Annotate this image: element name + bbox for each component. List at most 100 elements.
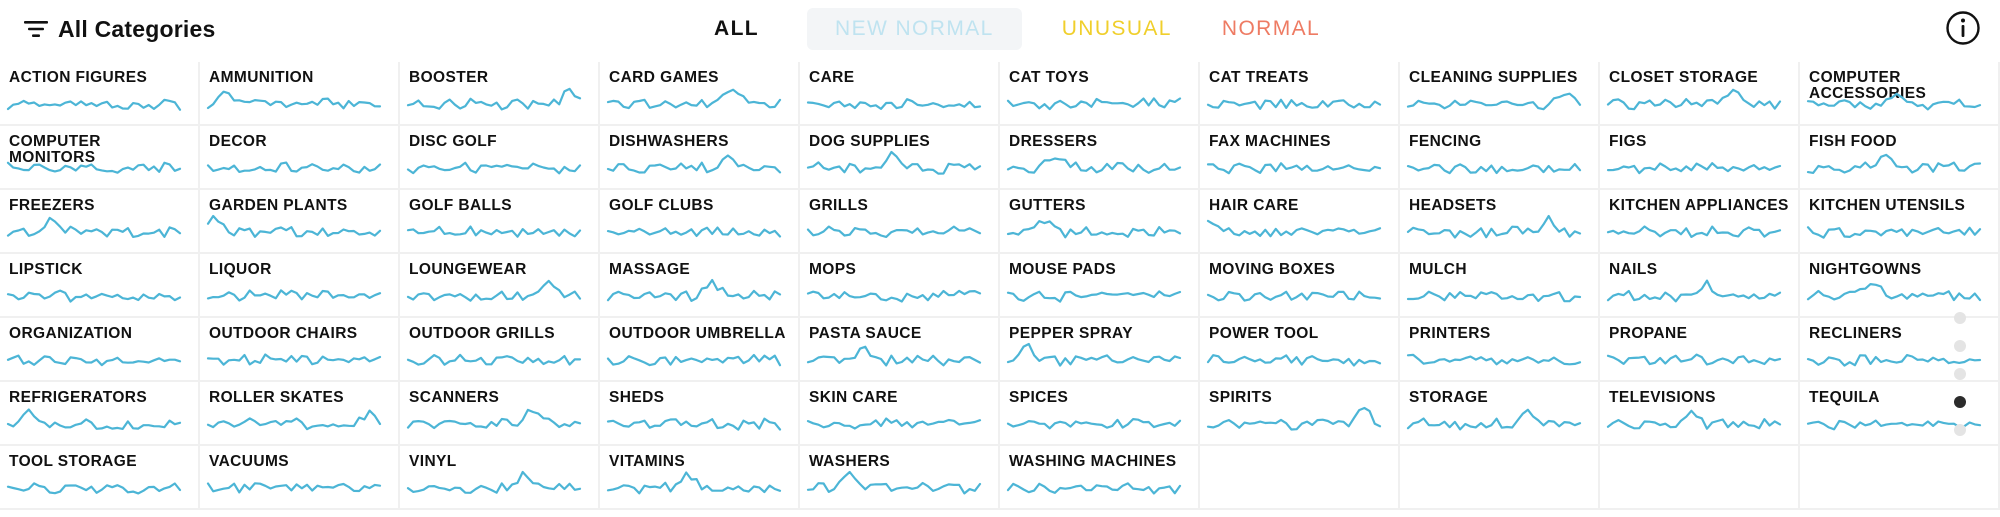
trend-sparkline xyxy=(1206,162,1382,175)
trend-sparkline xyxy=(1206,290,1382,302)
category-card[interactable]: CARE xyxy=(800,62,1000,126)
category-card[interactable]: VINYL xyxy=(400,446,600,510)
category-card[interactable]: SKIN CARE xyxy=(800,382,1000,446)
category-card[interactable]: VITAMINS xyxy=(600,446,800,510)
category-card[interactable]: POWER TOOL xyxy=(1200,318,1400,382)
category-card[interactable]: PROPANE xyxy=(1600,318,1800,382)
category-card[interactable]: TELEVISIONS xyxy=(1600,382,1800,446)
category-name: PROPANE xyxy=(1609,325,1688,342)
category-name: LIPSTICK xyxy=(9,261,83,278)
page-dot[interactable] xyxy=(1954,396,1966,408)
category-card[interactable]: FREEZERS xyxy=(0,190,200,254)
category-name: ROLLER SKATES xyxy=(209,389,344,406)
page-dot[interactable] xyxy=(1954,340,1966,352)
category-card[interactable]: MOUSE PADS xyxy=(1000,254,1200,318)
category-name: CLOSET STORAGE xyxy=(1609,69,1759,86)
page-dot[interactable] xyxy=(1954,424,1966,436)
category-card[interactable]: FIGS xyxy=(1600,126,1800,190)
category-name: WASHERS xyxy=(809,453,891,470)
trend-sparkline xyxy=(606,278,782,302)
category-card[interactable]: MASSAGE xyxy=(600,254,800,318)
category-card[interactable]: DISC GOLF xyxy=(400,126,600,190)
category-card[interactable]: LIQUOR xyxy=(200,254,400,318)
trend-sparkline xyxy=(406,225,582,238)
category-card[interactable]: OUTDOOR CHAIRS xyxy=(200,318,400,382)
category-card[interactable]: WASHING MACHINES xyxy=(1000,446,1200,510)
category-name: KITCHEN APPLIANCES xyxy=(1609,197,1789,214)
category-card[interactable]: LIPSTICK xyxy=(0,254,200,318)
category-card[interactable]: SPIRITS xyxy=(1200,382,1400,446)
category-card[interactable]: OUTDOOR GRILLS xyxy=(400,318,600,382)
category-card[interactable]: REFRIGERATORS xyxy=(0,382,200,446)
category-card[interactable]: STORAGE xyxy=(1400,382,1600,446)
category-card[interactable]: OUTDOOR UMBRELLA xyxy=(600,318,800,382)
category-card[interactable]: GUTTERS xyxy=(1000,190,1200,254)
trend-sparkline xyxy=(1406,408,1582,431)
category-card[interactable]: DISHWASHERS xyxy=(600,126,800,190)
category-name: LOUNGEWEAR xyxy=(409,261,527,278)
category-card[interactable]: FAX MACHINES xyxy=(1200,126,1400,190)
category-card[interactable]: GRILLS xyxy=(800,190,1000,254)
category-card[interactable]: COMPUTER ACCESSORIES xyxy=(1800,62,2000,126)
category-card[interactable]: DECOR xyxy=(200,126,400,190)
filter-new-normal-button[interactable]: NEW NORMAL xyxy=(807,8,1022,50)
category-card[interactable]: CLOSET STORAGE xyxy=(1600,62,1800,126)
category-card[interactable]: SPICES xyxy=(1000,382,1200,446)
category-card[interactable]: NAILS xyxy=(1600,254,1800,318)
category-name: CARE xyxy=(809,69,855,86)
category-card[interactable]: RECLINERS xyxy=(1800,318,2000,382)
category-name: GOLF BALLS xyxy=(409,197,513,214)
category-card[interactable]: HAIR CARE xyxy=(1200,190,1400,254)
category-name: GOLF CLUBS xyxy=(609,197,714,214)
category-card[interactable]: GOLF CLUBS xyxy=(600,190,800,254)
filter-all-button[interactable]: ALL xyxy=(714,17,760,40)
category-card[interactable]: PRINTERS xyxy=(1400,318,1600,382)
category-card[interactable]: GOLF BALLS xyxy=(400,190,600,254)
category-card[interactable]: TEQUILA xyxy=(1800,382,2000,446)
category-card[interactable]: MOVING BOXES xyxy=(1200,254,1400,318)
category-card[interactable]: SHEDS xyxy=(600,382,800,446)
category-card[interactable]: MOPS xyxy=(800,254,1000,318)
category-card[interactable]: CAT TREATS xyxy=(1200,62,1400,126)
all-categories-toggle[interactable]: All Categories xyxy=(22,10,215,48)
filter-normal-button[interactable]: NORMAL xyxy=(1221,17,1321,40)
info-icon[interactable] xyxy=(1945,10,1981,46)
category-card[interactable]: HEADSETS xyxy=(1400,190,1600,254)
category-card[interactable]: PASTA SAUCE xyxy=(800,318,1000,382)
category-card[interactable]: ORGANIZATION xyxy=(0,318,200,382)
filter-unusual-button[interactable]: UNUSUAL xyxy=(1061,17,1172,40)
category-card[interactable]: GARDEN PLANTS xyxy=(200,190,400,254)
trend-sparkline xyxy=(6,98,182,111)
trend-sparkline xyxy=(206,90,382,110)
category-card[interactable]: LOUNGEWEAR xyxy=(400,254,600,318)
category-card[interactable]: BOOSTER xyxy=(400,62,600,126)
category-card[interactable]: MULCH xyxy=(1400,254,1600,318)
category-card[interactable]: CLEANING SUPPLIES xyxy=(1400,62,1600,126)
category-card[interactable]: DOG SUPPLIES xyxy=(800,126,1000,190)
category-name: DISHWASHERS xyxy=(609,133,729,150)
category-name: CLEANING SUPPLIES xyxy=(1409,69,1578,86)
category-card[interactable]: AMMUNITION xyxy=(200,62,400,126)
category-card[interactable]: SCANNERS xyxy=(400,382,600,446)
category-card[interactable]: FENCING xyxy=(1400,126,1600,190)
category-card[interactable]: WASHERS xyxy=(800,446,1000,510)
category-card[interactable]: FISH FOOD xyxy=(1800,126,2000,190)
trend-sparkline xyxy=(606,226,782,238)
category-card[interactable]: CARD GAMES xyxy=(600,62,800,126)
category-card[interactable]: VACUUMS xyxy=(200,446,400,510)
category-card[interactable]: PEPPER SPRAY xyxy=(1000,318,1200,382)
page-dot[interactable] xyxy=(1954,368,1966,380)
category-card[interactable]: ROLLER SKATES xyxy=(200,382,400,446)
category-card[interactable]: CAT TOYS xyxy=(1000,62,1200,126)
category-card[interactable]: TOOL STORAGE xyxy=(0,446,200,510)
category-card[interactable]: NIGHTGOWNS xyxy=(1800,254,2000,318)
page-dot[interactable] xyxy=(1954,312,1966,324)
category-name: COMPUTER ACCESSORIES xyxy=(1809,69,1927,102)
category-card[interactable]: KITCHEN UTENSILS xyxy=(1800,190,2000,254)
category-card[interactable]: COMPUTER MONITORS xyxy=(0,126,200,190)
empty-cell xyxy=(1200,446,1400,510)
category-card[interactable]: ACTION FIGURES xyxy=(0,62,200,126)
category-card[interactable]: DRESSERS xyxy=(1000,126,1200,190)
category-card[interactable]: KITCHEN APPLIANCES xyxy=(1600,190,1800,254)
trend-sparkline xyxy=(1006,157,1182,174)
